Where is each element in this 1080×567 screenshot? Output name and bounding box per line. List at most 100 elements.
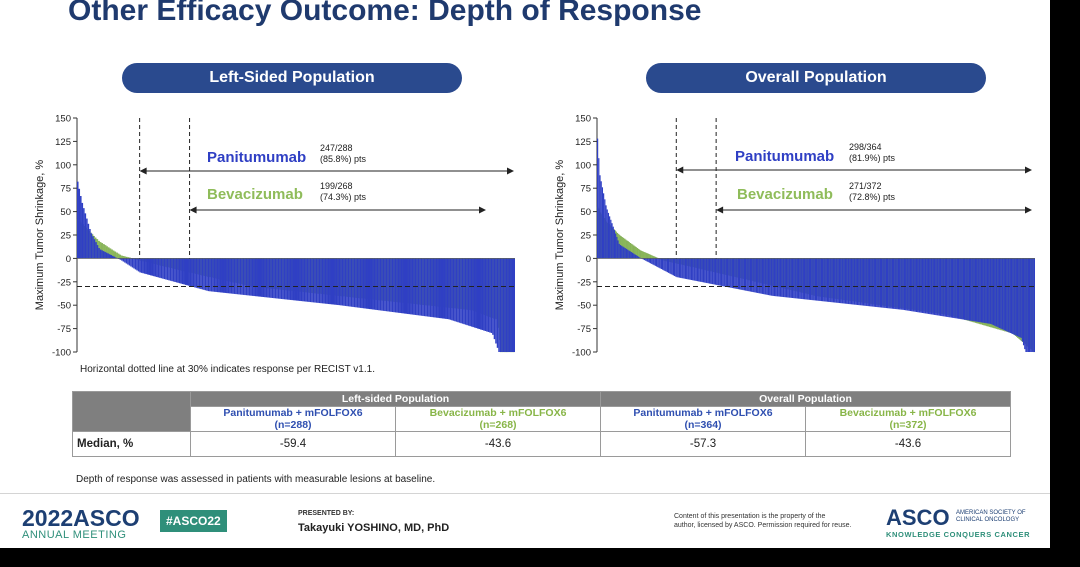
- panitumumab-bar: [989, 258, 991, 324]
- panitumumab-bar: [765, 258, 767, 295]
- panitumumab-bar: [980, 258, 983, 323]
- panitumumab-bar: [1008, 258, 1010, 333]
- panitumumab-bar: [866, 258, 868, 306]
- panitumumab-bar: [725, 258, 727, 287]
- panitumumab-bar: [896, 258, 898, 310]
- overall-panel-header: Overall Population: [646, 63, 986, 93]
- panitumumab-bar: [487, 258, 490, 332]
- panitumumab-bar: [913, 258, 915, 312]
- panitumumab-bar: [604, 199, 606, 259]
- panitumumab-bar: [713, 258, 715, 285]
- panitumumab-bar: [996, 258, 998, 327]
- panitumumab-bar: [859, 258, 861, 306]
- asco-tagline: KNOWLEDGE CONQUERS CANCER: [886, 530, 1031, 539]
- panitumumab-bar: [635, 255, 637, 259]
- bevacizumab-bar: [117, 253, 120, 259]
- panitumumab-bar: [597, 138, 599, 259]
- bevacizumab-percent: (74.3%) pts: [320, 192, 367, 202]
- panitumumab-bar: [657, 258, 659, 268]
- panitumumab-bar: [606, 209, 608, 259]
- panitumumab-bar: [648, 258, 650, 263]
- panitumumab-bar: [365, 258, 368, 309]
- panitumumab-bar: [107, 253, 109, 259]
- panitumumab-bar: [207, 258, 210, 292]
- hashtag-badge: #ASCO22: [160, 510, 227, 532]
- panitumumab-bar: [651, 258, 653, 264]
- panitumumab-bar: [464, 258, 467, 325]
- panitumumab-bar: [682, 258, 684, 279]
- panitumumab-bar: [309, 258, 312, 303]
- panitumumab-bar: [403, 258, 406, 314]
- panitumumab-bar: [292, 258, 295, 301]
- panitumumab-bar: [816, 258, 818, 301]
- panitumumab-bar: [499, 258, 502, 352]
- panitumumab-bar: [769, 258, 771, 296]
- panitumumab-bar: [320, 258, 322, 304]
- panitumumab-bar: [1032, 258, 1034, 352]
- panitumumab-bar: [757, 258, 759, 293]
- panitumumab-bar: [646, 258, 648, 262]
- panitumumab-bar: [767, 258, 770, 296]
- y-tick-label: -25: [577, 277, 591, 288]
- panitumumab-bar: [434, 258, 436, 318]
- panitumumab-bar: [378, 258, 380, 311]
- panitumumab-bar: [457, 258, 459, 323]
- panitumumab-bar: [856, 258, 859, 305]
- panitumumab-bar: [740, 258, 742, 290]
- panitumumab-bar: [855, 258, 857, 305]
- panitumumab-bar: [318, 258, 321, 304]
- panitumumab-bar: [878, 258, 880, 308]
- panitumumab-bar: [372, 258, 374, 310]
- panitumumab-bar: [1010, 258, 1013, 334]
- panitumumab-bar: [822, 258, 824, 302]
- panitumumab-bar: [837, 258, 839, 303]
- panitumumab-bar: [466, 258, 468, 326]
- panitumumab-bar: [460, 258, 462, 324]
- panitumumab-bar: [388, 258, 391, 312]
- panitumumab-bar: [382, 258, 385, 311]
- panitumumab-bar: [729, 258, 731, 288]
- panitumumab-bar: [300, 258, 303, 302]
- panitumumab-bar: [953, 258, 955, 318]
- panitumumab-bar: [954, 258, 956, 319]
- panitumumab-bar: [448, 258, 450, 320]
- panitumumab-bar: [995, 258, 997, 327]
- panitumumab-bar: [419, 258, 421, 316]
- panitumumab-bar: [956, 258, 958, 319]
- panitumumab-bar: [257, 258, 260, 297]
- panitumumab-bar: [1007, 258, 1009, 332]
- panitumumab-bar: [145, 258, 147, 275]
- panitumumab-bar: [370, 258, 373, 310]
- panitumumab-bar: [227, 258, 230, 294]
- panitumumab-bar: [143, 258, 146, 274]
- panitumumab-bar: [770, 258, 772, 296]
- panitumumab-bar: [600, 181, 602, 259]
- panitumumab-bar: [931, 258, 933, 315]
- panitumumab-bar: [658, 258, 660, 268]
- panitumumab-bar: [826, 258, 829, 302]
- panitumumab-bar: [122, 258, 125, 262]
- panitumumab-bar: [603, 193, 605, 259]
- panitumumab-label: Panitumumab: [735, 148, 834, 165]
- panitumumab-bar: [369, 258, 371, 310]
- panitumumab-responder-arrow-head-left: [139, 167, 147, 175]
- panitumumab-bar: [901, 258, 903, 310]
- panitumumab-bar: [885, 258, 887, 309]
- copyright-notice: Content of this presentation is the prop…: [674, 512, 851, 530]
- panitumumab-bar: [396, 258, 398, 313]
- slide: Other Efficacy Outcome: Depth of Respons…: [0, 0, 1050, 548]
- panitumumab-bar: [669, 258, 671, 274]
- panitumumab-bar: [347, 258, 350, 307]
- panitumumab-bar: [717, 258, 719, 286]
- panitumumab-bar: [700, 258, 702, 282]
- panitumumab-bar: [178, 258, 181, 284]
- median-value: -43.6: [805, 431, 1011, 457]
- panitumumab-bar: [261, 258, 263, 297]
- column-arm: Panitumumab + mFOLFOX6: [223, 407, 363, 419]
- panitumumab-bar: [271, 258, 274, 298]
- panitumumab-bar: [172, 258, 175, 282]
- y-tick-label: -50: [577, 301, 591, 312]
- panitumumab-bar: [639, 257, 641, 259]
- panitumumab-bar: [889, 258, 891, 309]
- logo-sub-line: AMERICAN SOCIETY OF: [956, 510, 1026, 516]
